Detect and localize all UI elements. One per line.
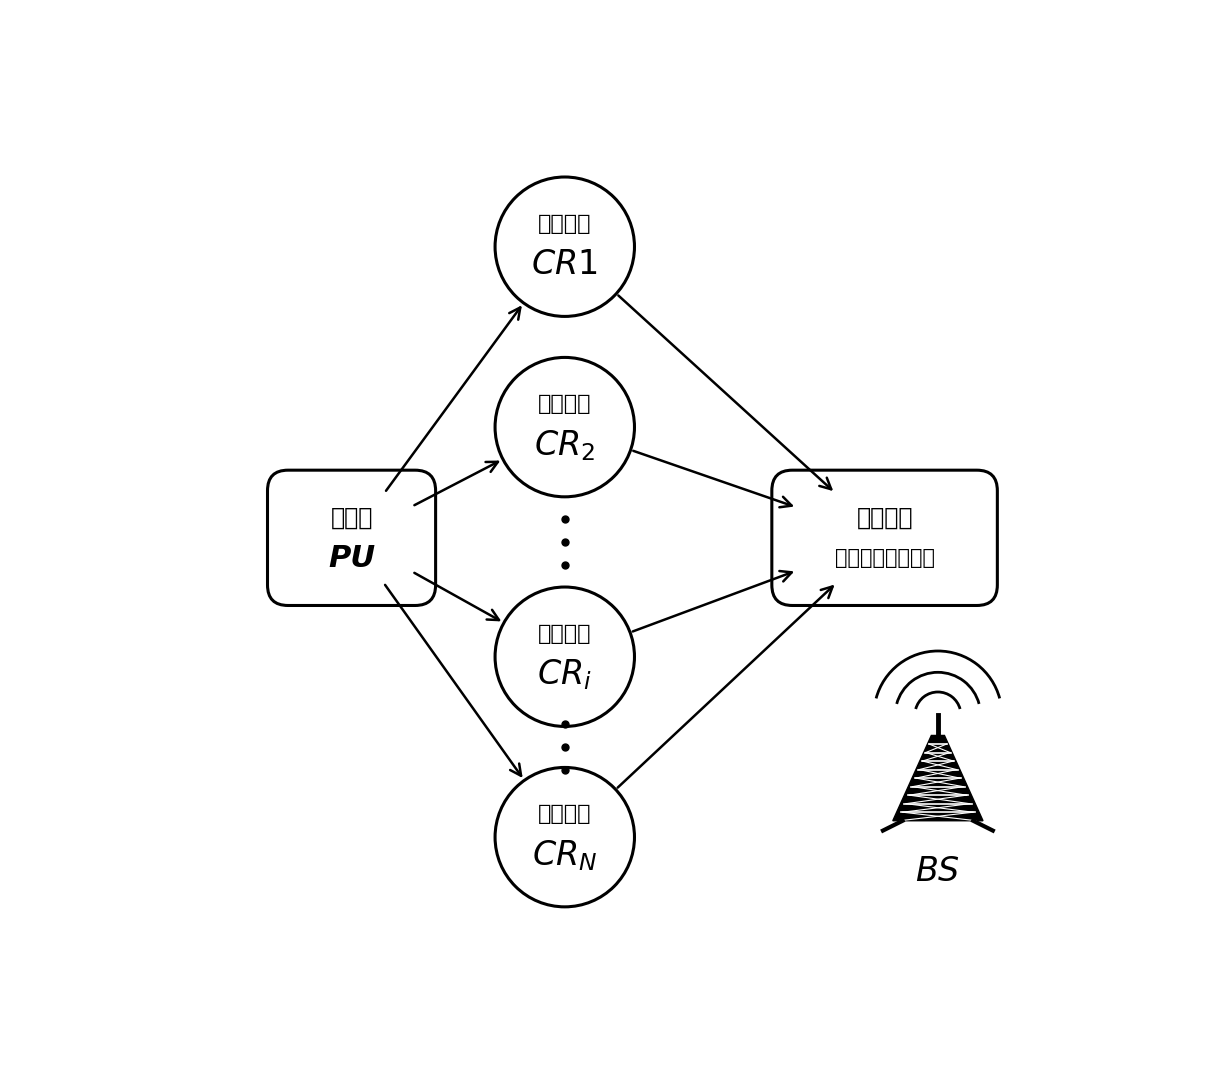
Circle shape: [494, 358, 635, 496]
Text: $\mathit{CR}$1: $\mathit{CR}$1: [531, 248, 598, 281]
Text: 认知用户: 认知用户: [538, 394, 592, 414]
Text: 认知用户: 认知用户: [538, 214, 592, 233]
FancyBboxPatch shape: [267, 470, 435, 606]
Polygon shape: [893, 736, 983, 821]
Text: 认知中继: 认知中继: [856, 505, 913, 529]
Text: 认知用户: 认知用户: [538, 804, 592, 824]
Circle shape: [494, 587, 635, 726]
FancyBboxPatch shape: [772, 470, 998, 606]
Circle shape: [494, 177, 635, 316]
Text: （网络控制中心）: （网络控制中心）: [835, 548, 935, 569]
Text: PU: PU: [328, 544, 375, 573]
Text: 认知用户: 认知用户: [538, 624, 592, 643]
Text: $\mathit{CR}_N$: $\mathit{CR}_N$: [533, 838, 598, 872]
Text: $\mathit{CR}_i$: $\mathit{CR}_i$: [538, 657, 592, 692]
Text: $\mathit{CR}_2$: $\mathit{CR}_2$: [534, 428, 595, 462]
Text: $\mathit{BS}$: $\mathit{BS}$: [915, 855, 961, 888]
Text: 主用户: 主用户: [331, 505, 373, 529]
Circle shape: [494, 768, 635, 907]
